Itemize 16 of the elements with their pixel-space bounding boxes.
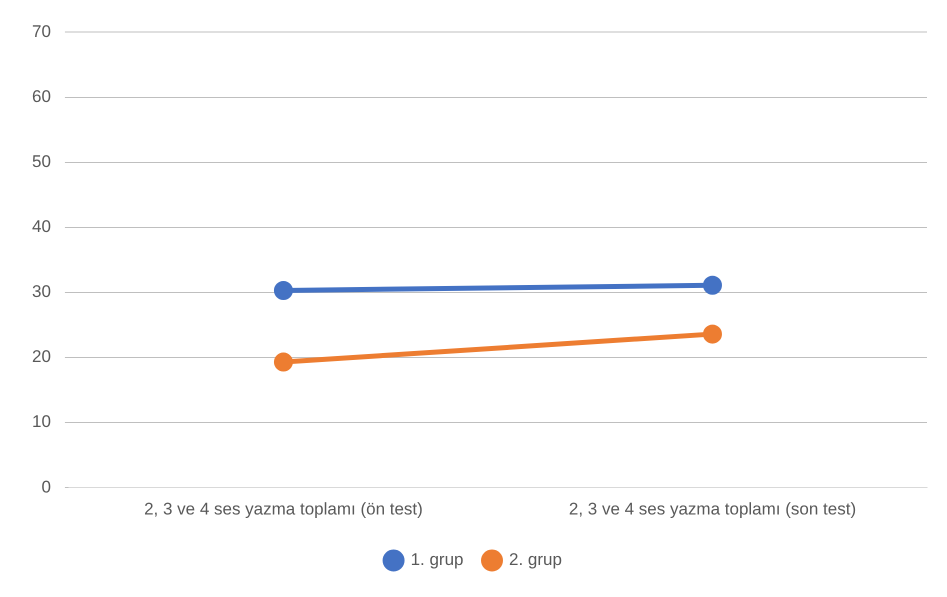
y-tick-label: 30 [32,282,51,302]
y-tick-label: 50 [32,152,51,171]
point [274,280,293,300]
y-tick-label: 20 [32,347,51,366]
point [702,324,722,344]
point [274,352,293,372]
y-tick-label: 10 [32,412,51,432]
legend-label: 2. grup [509,550,562,570]
y-tick-label: 70 [32,22,51,41]
y-tick-label: 60 [32,86,51,106]
point [702,276,722,295]
y-tick-label: 40 [32,217,51,236]
y-tick-label: 0 [41,477,51,496]
x-tick-label: 2, 3 ve 4 ses yazma toplamı (ön test) [144,499,423,518]
legend-label: 1. grup [410,550,464,570]
x-tick-label: 2, 3 ve 4 ses yazma toplamı (son test) [568,499,856,518]
